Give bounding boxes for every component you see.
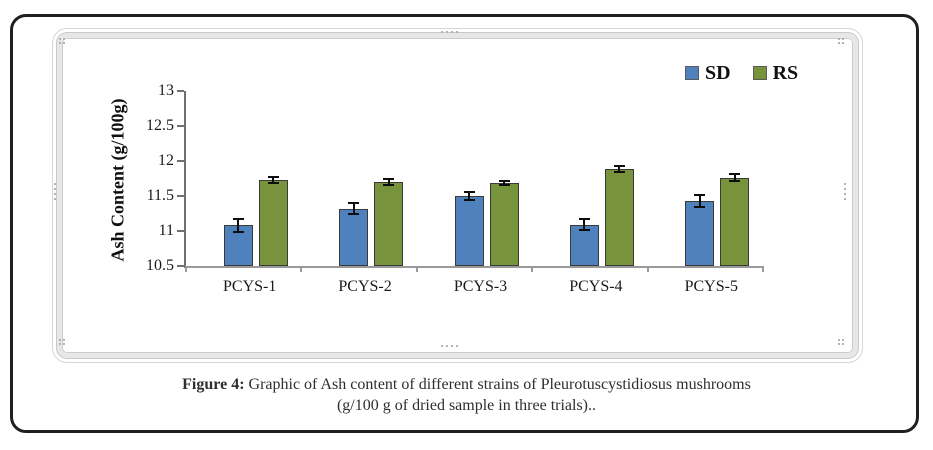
- error-bar: [503, 180, 505, 185]
- frame-ornament-dots: [59, 38, 61, 40]
- y-axis-tick: [177, 160, 184, 162]
- error-bar-cap: [232, 230, 244, 233]
- y-axis-title: Ash Content (g/100g): [107, 98, 128, 262]
- error-bar: [698, 195, 701, 207]
- bar-rs-pcys-4: [604, 168, 634, 266]
- error-bar-cap: [694, 205, 706, 208]
- frame-ornament-dots: [838, 38, 840, 40]
- frame-ornament-dots: [54, 183, 56, 185]
- error-bar-cap: [578, 218, 590, 221]
- x-axis-tick: [646, 266, 649, 272]
- y-axis-tick: [177, 265, 184, 267]
- y-axis-tick: [177, 90, 184, 92]
- x-category-label: PCYS-5: [684, 278, 738, 295]
- error-bar-cap: [267, 176, 279, 179]
- error-bar-cap: [267, 181, 279, 184]
- y-axis-tick: [177, 195, 184, 197]
- y-tick-label: 12: [158, 152, 174, 169]
- x-axis-tick: [415, 266, 418, 272]
- error-bar: [237, 219, 240, 232]
- legend-item-rs: RS: [752, 62, 799, 84]
- error-bar-cap: [498, 179, 510, 182]
- error-bar: [352, 203, 355, 215]
- caption-text: Graphic of Ash content of different stra…: [244, 376, 751, 393]
- error-bar-cap: [383, 183, 395, 186]
- error-bar-cap: [613, 164, 625, 167]
- error-bar: [387, 179, 390, 185]
- y-axis-tick: [177, 230, 184, 232]
- frame-ornament-dots: [838, 339, 840, 341]
- caption-line1: Figure 4: Graphic of Ash content of diff…: [0, 374, 933, 395]
- x-category-label: PCYS-4: [569, 278, 623, 295]
- legend-swatch-rs: [752, 66, 767, 80]
- error-bar-cap: [729, 180, 741, 183]
- x-axis-tick: [762, 266, 764, 272]
- frame-ornament-dots: [59, 339, 61, 341]
- error-bar: [618, 165, 621, 172]
- error-bar-cap: [348, 202, 360, 204]
- bar-rs-pcys-5: [720, 177, 750, 266]
- y-tick-label: 12.5: [146, 117, 174, 134]
- x-axis-tick: [300, 266, 303, 272]
- y-tick-label: 10.5: [146, 257, 174, 274]
- plot-area: Ash Content (g/100g) SD RS 10.5 11 11.5 12 12…: [57, 33, 848, 348]
- x-axis-tick: [185, 266, 187, 272]
- x-axis-line: [186, 266, 763, 268]
- error-bar-cap: [694, 194, 706, 197]
- error-bar-cap: [348, 213, 360, 216]
- chart-legend: SD RS: [685, 63, 798, 83]
- x-category-label: PCYS-2: [338, 278, 392, 295]
- bar-sd-pcys-4: [569, 224, 599, 266]
- bar-sd-pcys-5: [685, 200, 715, 266]
- error-bar-cap: [463, 190, 475, 193]
- y-tick-label: 11.5: [146, 187, 174, 204]
- bar-sd-pcys-2: [339, 208, 369, 266]
- legend-label-rs: RS: [772, 62, 799, 84]
- error-bar: [583, 219, 586, 231]
- figure-caption: Figure 4: Graphic of Ash content of diff…: [0, 374, 933, 416]
- error-bar-cap: [613, 170, 625, 173]
- error-bar-cap: [383, 178, 395, 181]
- frame-ornament-dots: [844, 183, 846, 185]
- x-category-label: PCYS-1: [223, 278, 277, 295]
- legend-label-sd: SD: [705, 62, 731, 84]
- y-tick-label: 11: [158, 222, 174, 239]
- frame-ornament-dots: [441, 345, 443, 347]
- y-tick-label: 13: [158, 82, 174, 99]
- x-category-label: PCYS-3: [453, 278, 508, 295]
- error-bar: [272, 177, 275, 183]
- error-bar-cap: [463, 199, 475, 202]
- bar-sd-pcys-3: [454, 196, 484, 266]
- figure-label: Figure 4:: [182, 376, 245, 393]
- bar-rs-pcys-3: [489, 182, 519, 266]
- error-bar-cap: [232, 218, 244, 221]
- y-axis-tick: [177, 125, 184, 127]
- legend-swatch-sd: [685, 66, 699, 80]
- bar-rs-pcys-2: [374, 182, 404, 266]
- x-axis-tick: [531, 266, 534, 272]
- error-bar-cap: [729, 173, 741, 176]
- legend-item-sd: SD: [685, 63, 731, 83]
- y-axis-line: [184, 91, 186, 268]
- error-bar-cap: [498, 183, 510, 186]
- bar-rs-pcys-1: [258, 179, 288, 266]
- error-bar-cap: [578, 229, 590, 232]
- error-bar: [733, 174, 736, 182]
- error-bar: [468, 191, 470, 201]
- caption-line2: (g/100 g of dried sample in three trials…: [336, 397, 597, 414]
- frame-ornament-dots: [441, 31, 443, 33]
